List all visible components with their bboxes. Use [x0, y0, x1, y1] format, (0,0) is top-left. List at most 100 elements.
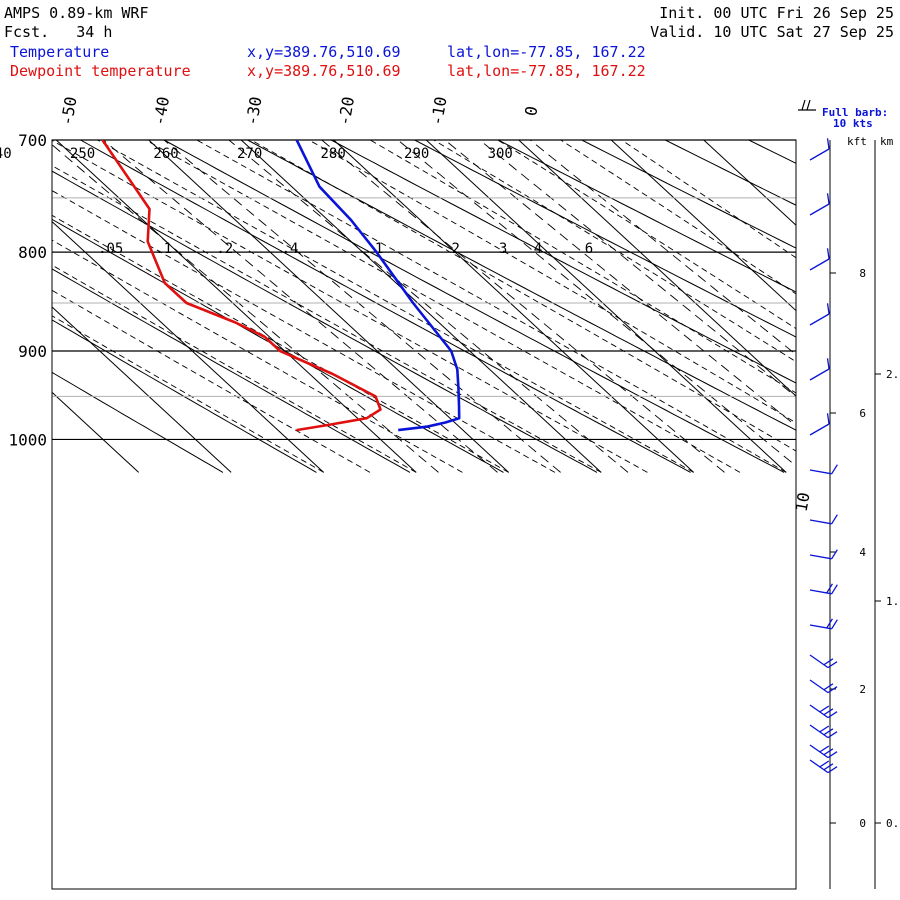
isotherm-line: [148, 140, 509, 473]
wind-barb: [809, 583, 838, 595]
moist-adiabat-line: [97, 140, 694, 473]
temperature-label: -50: [57, 95, 81, 127]
temperature-label: -20: [334, 95, 358, 127]
wind-barbs: [798, 99, 838, 774]
theta-label: 300: [488, 146, 513, 162]
pressure-labels: 700 800 900 1000: [8, 131, 47, 449]
pressure-label: 1000: [8, 430, 47, 449]
moist-adiabat-line: [196, 140, 787, 473]
kft-tick-label: 4: [859, 546, 866, 559]
temperature-label: 10: [792, 491, 814, 513]
km-label: km: [880, 135, 894, 148]
moist-adiabat-line: [250, 140, 796, 452]
temperature-label: -10: [427, 95, 451, 127]
moist-adiabat-line: [497, 140, 796, 330]
mixing-ratio-label: 4: [534, 241, 542, 257]
wind-barb: [809, 413, 830, 436]
wind-barb: [809, 248, 830, 271]
wind-barb: [809, 303, 830, 326]
isotherm-line: [610, 140, 796, 312]
theta-label: 240: [0, 146, 12, 162]
plot-frame: [51, 139, 797, 890]
mixing-ratio-lines: [52, 140, 796, 473]
dry-adiabat-line: [665, 140, 796, 206]
kft-tick-label: 6: [859, 407, 866, 420]
kft-label: kft: [847, 135, 867, 148]
wind-barb: [809, 724, 838, 739]
wind-barb: [809, 654, 838, 669]
mixing-ratio-line: [321, 140, 725, 473]
moist-adiabat-line: [52, 190, 556, 473]
wind-barb: [809, 679, 838, 694]
moist-adiabat-line: [433, 140, 796, 363]
mixing-ratio-line: [479, 140, 796, 398]
model-title: AMPS 0.89-km WRF: [4, 4, 149, 22]
dry-adiabat-line: [497, 140, 796, 293]
isotherm-line: [425, 140, 787, 473]
km-tick-label: 1.: [886, 595, 899, 608]
moist-adiabat-line: [369, 140, 796, 394]
mixing-ratio-line: [163, 140, 561, 473]
xy-dewpoint: x,y=389.76,510.69: [247, 62, 401, 80]
isotherm-line: [0, 140, 46, 472]
wind-barb: [809, 464, 838, 475]
legend-temperature: Temperature: [10, 43, 110, 61]
isotherm-line: [703, 140, 796, 226]
theta-label: 280: [321, 146, 346, 162]
mixing-ratio-label: 1: [375, 241, 383, 257]
mixing-ratio-line: [530, 140, 796, 356]
init-time: Init. 00 UTC Fri 26 Sep 25: [659, 4, 894, 22]
moist-adiabat-line: [52, 165, 602, 473]
wind-barb: [809, 138, 830, 161]
barb-note-2: 10 kts: [833, 117, 873, 130]
wind-barb: [809, 759, 838, 774]
moist-adiabat-line: [52, 264, 417, 473]
isotherm-line: [55, 140, 417, 473]
moist-adiabat-line: [621, 140, 796, 259]
dry-adiabat-line: [80, 140, 691, 473]
dry-adiabat-line: [52, 371, 224, 473]
theta-label: 250: [70, 146, 95, 162]
profile-series: [101, 140, 461, 432]
kft-tick-label: 2: [859, 683, 866, 696]
pressure-label: 800: [18, 243, 47, 262]
moist-adiabat-line: [145, 140, 741, 473]
moist-adiabat-line: [52, 315, 324, 473]
kft-tick-label: 0: [859, 817, 866, 830]
dry-adiabat-line: [748, 140, 796, 164]
xy-temperature: x,y=389.76,510.69: [247, 43, 401, 61]
temperature-profile: [295, 140, 461, 432]
pressure-label: 700: [18, 131, 47, 150]
dry-adiabat-line: [52, 170, 598, 473]
km-tick-label: 0.: [886, 817, 899, 830]
moist-adiabat-line: [52, 289, 371, 473]
barb-note-1: Full barb:: [822, 106, 888, 119]
wind-barb: [809, 514, 838, 525]
dry-adiabat-line: [414, 140, 796, 338]
moist-adiabats: [52, 140, 796, 473]
mixing-ratio-line: [52, 144, 439, 473]
isotherm-line: [52, 220, 324, 473]
isotherm-line: [52, 306, 232, 473]
moist-adiabat-line: [308, 140, 796, 424]
mixing-ratio-line: [103, 140, 498, 473]
dry-adiabat-line: [52, 319, 317, 473]
theta-label: 260: [153, 146, 178, 162]
dry-adiabat-line: [581, 140, 796, 249]
wind-barb: [809, 193, 830, 216]
minor-isobars: [52, 197, 796, 397]
isotherm-line: [795, 140, 796, 141]
temperature-label: -30: [242, 95, 266, 127]
wind-barb: [809, 704, 838, 719]
isotherm-line: [889, 140, 900, 472]
dry-adiabat-line: [247, 140, 796, 431]
latlon-temperature: lat,lon=-77.85, 167.22: [447, 43, 646, 61]
isotherms: [0, 140, 900, 473]
latlon-dewpoint: lat,lon=-77.85, 167.22: [447, 62, 646, 80]
dry-adiabat-line: [163, 140, 785, 473]
valid-time: Valid. 10 UTC Sat 27 Sep 25: [650, 23, 894, 41]
wind-barb: [809, 358, 830, 381]
theta-label: 270: [237, 146, 262, 162]
